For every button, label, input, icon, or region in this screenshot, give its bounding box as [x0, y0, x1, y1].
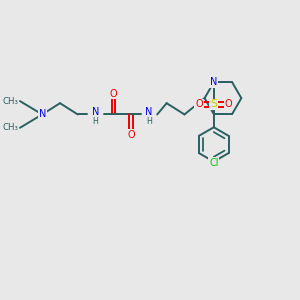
Text: N: N	[210, 77, 218, 87]
Text: CH₃: CH₃	[2, 123, 19, 132]
Text: H: H	[93, 117, 98, 126]
Text: S: S	[210, 100, 217, 110]
Text: N: N	[145, 107, 153, 117]
Text: Cl: Cl	[209, 158, 218, 168]
Text: O: O	[195, 100, 203, 110]
Text: O: O	[127, 130, 135, 140]
Text: H: H	[146, 117, 152, 126]
Text: N: N	[92, 107, 99, 117]
Text: CH₃: CH₃	[2, 97, 19, 106]
Text: O: O	[110, 89, 117, 99]
Text: O: O	[225, 100, 232, 110]
Text: N: N	[38, 110, 46, 119]
